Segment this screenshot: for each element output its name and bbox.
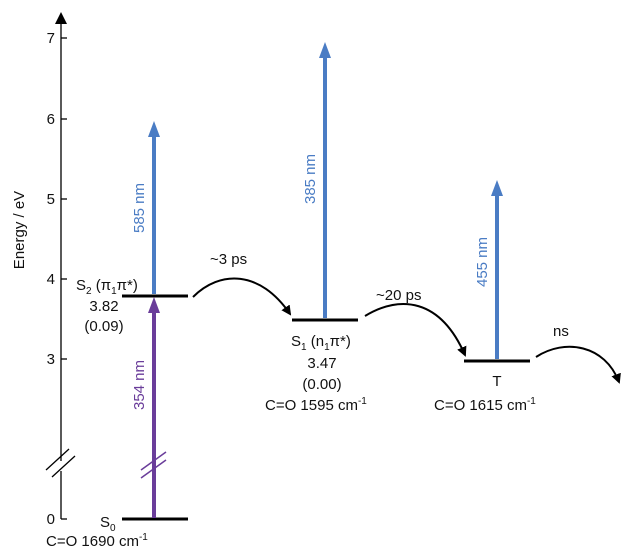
excitation-break-mark <box>140 459 167 479</box>
relaxation-arrow-s1-t <box>364 303 467 357</box>
oscillator-strength-s1: (0.00) <box>302 376 341 393</box>
axis-break-mark <box>45 448 70 471</box>
state-label-s0: S0 <box>100 514 116 534</box>
probe-arrow-s1: 385 nm <box>302 42 331 318</box>
probe-s1-wavelength-label: 385 nm <box>302 154 319 204</box>
oscillator-strength-s2: (0.09) <box>84 318 123 335</box>
frequency-t: C=O 1615 cm-1 <box>434 396 536 414</box>
tick-label-4: 4 <box>47 271 55 288</box>
probe-t-wavelength-label: 455 nm <box>474 237 491 287</box>
frequency-s0: C=O 1690 cm-1 <box>46 532 148 548</box>
axis-break-mark <box>51 455 76 478</box>
relaxation-arrow-s2-s1 <box>192 277 292 316</box>
state-label-s2: S2 (π1π*) <box>76 277 138 297</box>
probe-arrowhead-t-icon <box>491 180 503 196</box>
probe-arrow-t: 455 nm <box>474 180 503 359</box>
frequency-s1: C=O 1595 cm-1 <box>265 396 367 414</box>
tick-label-3: 3 <box>47 351 55 368</box>
state-label-s1: S1 (n1π*) <box>291 333 351 353</box>
probe-arrowhead-s2-icon <box>148 121 160 137</box>
energy-axis: 7 6 5 4 3 0 Energy / eV <box>11 12 76 528</box>
tick-label-5: 5 <box>47 191 55 208</box>
probe-s2-wavelength-label: 585 nm <box>131 183 148 233</box>
excitation-break-mark <box>140 451 167 471</box>
energy-value-s2: 3.82 <box>89 298 118 315</box>
axis-arrowhead-icon <box>55 12 67 24</box>
excitation-arrow: 354 nm <box>131 297 167 518</box>
tick-label-6: 6 <box>47 111 55 128</box>
tick-label-0: 0 <box>47 511 55 528</box>
excitation-wavelength-label: 354 nm <box>131 360 148 410</box>
relaxation-time-t-decay: ns <box>553 323 569 340</box>
state-label-t: T <box>492 373 501 390</box>
energy-value-s1: 3.47 <box>307 355 336 372</box>
relaxation-arrow-t-decay <box>535 345 621 384</box>
axis-title: Energy / eV <box>11 191 28 269</box>
tick-label-7: 7 <box>47 30 55 47</box>
relaxation-time-s1-t: ~20 ps <box>376 287 421 304</box>
probe-arrowhead-s1-icon <box>319 42 331 58</box>
relaxation-time-s2-s1: ~3 ps <box>210 251 247 268</box>
probe-arrow-s2: 585 nm <box>131 121 160 294</box>
excitation-arrowhead-icon <box>148 297 160 313</box>
